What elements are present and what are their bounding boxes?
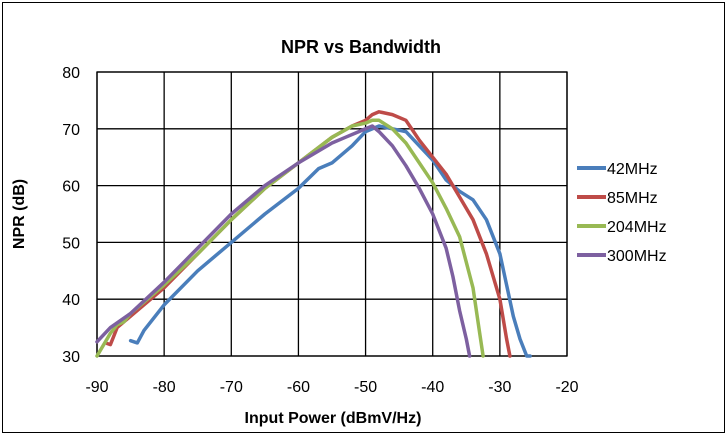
y-axis-title: NPR (dB) <box>11 179 28 249</box>
x-tick-label: -60 <box>287 379 310 396</box>
series-85mhz <box>107 112 510 356</box>
legend-label: 300MHz <box>607 248 667 265</box>
y-tick-label: 30 <box>62 349 80 366</box>
y-tick-label: 40 <box>62 292 80 309</box>
legend-item: 42MHz <box>577 161 658 178</box>
y-tick-label: 70 <box>62 122 80 139</box>
plot-grid <box>97 72 567 356</box>
x-tick-label: -90 <box>85 379 108 396</box>
y-tick-labels: 30 40 50 60 70 80 <box>62 65 80 366</box>
y-tick-label: 80 <box>62 65 80 82</box>
legend-item: 300MHz <box>577 248 667 265</box>
series-42mhz <box>131 126 531 356</box>
series-204mhz <box>97 120 483 356</box>
x-tick-label: -80 <box>153 379 176 396</box>
chart-legend: 42MHz 85MHz 204MHz 300MHz <box>577 161 667 265</box>
chart-title: NPR vs Bandwidth <box>281 37 441 57</box>
legend-label: 85MHz <box>607 190 658 207</box>
series-line <box>131 126 530 356</box>
series-line <box>97 120 483 356</box>
legend-label: 204MHz <box>607 219 667 236</box>
legend-label: 42MHz <box>607 161 658 178</box>
x-axis-title: Input Power (dBmV/Hz) <box>245 410 422 427</box>
y-tick-label: 50 <box>62 235 80 252</box>
x-tick-labels: -90 -80 -70 -60 -50 -40 -30 -20 <box>85 379 578 396</box>
y-tick-label: 60 <box>62 179 80 196</box>
x-tick-label: -70 <box>220 379 243 396</box>
series-line <box>107 112 510 356</box>
series-layer <box>97 112 530 356</box>
legend-item: 204MHz <box>577 219 667 236</box>
legend-item: 85MHz <box>577 190 658 207</box>
x-tick-label: -20 <box>555 379 578 396</box>
x-tick-label: -30 <box>488 379 511 396</box>
x-tick-label: -40 <box>421 379 444 396</box>
plot-area-border <box>97 72 567 356</box>
x-tick-label: -50 <box>354 379 377 396</box>
